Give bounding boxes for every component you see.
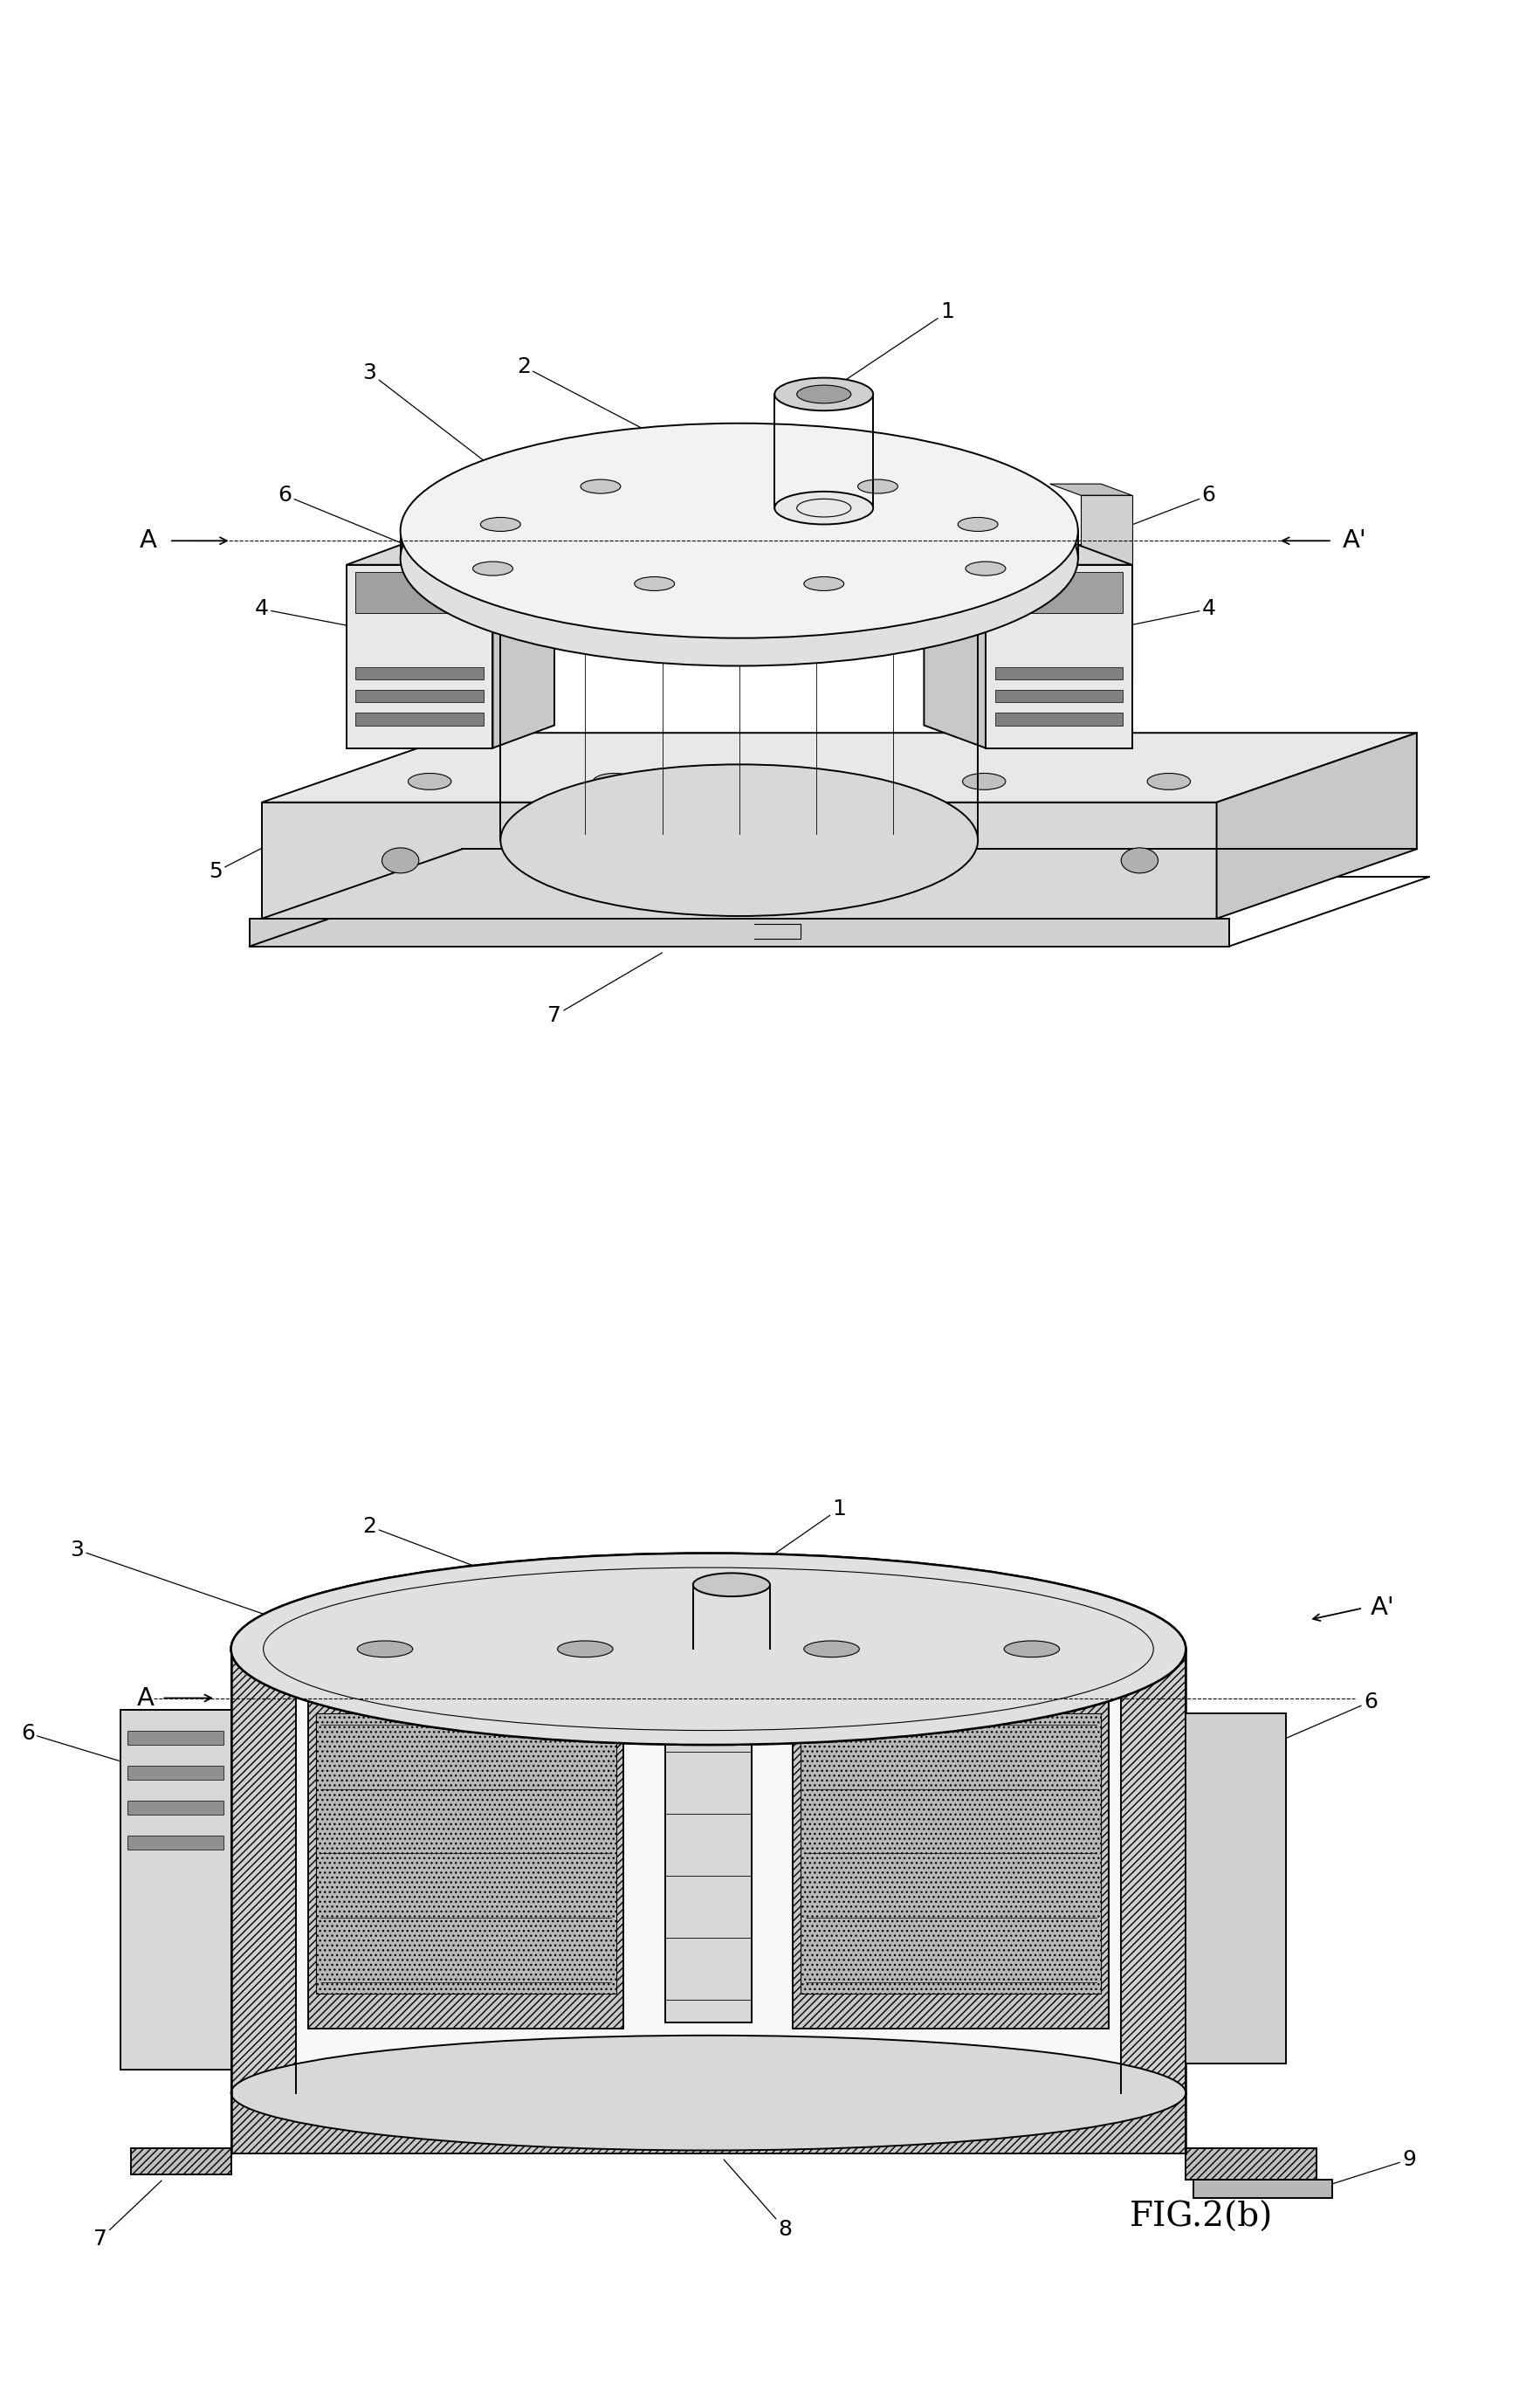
- Polygon shape: [665, 1671, 752, 2022]
- Ellipse shape: [581, 479, 621, 493]
- Ellipse shape: [804, 577, 844, 591]
- Text: A: A: [140, 529, 157, 553]
- Text: 3: 3: [363, 362, 493, 467]
- Polygon shape: [128, 1767, 223, 1781]
- Text: 6: 6: [20, 1724, 143, 1769]
- Polygon shape: [262, 732, 1417, 803]
- Polygon shape: [1186, 2148, 1317, 2179]
- Ellipse shape: [501, 482, 978, 634]
- Text: 2: 2: [516, 355, 693, 455]
- Text: 4: 4: [254, 598, 393, 634]
- Polygon shape: [356, 689, 484, 703]
- Polygon shape: [347, 565, 493, 749]
- Text: A': A': [1371, 1595, 1395, 1621]
- Ellipse shape: [906, 849, 942, 873]
- Text: FIG.2(b): FIG.2(b): [1129, 2203, 1274, 2234]
- Polygon shape: [995, 689, 1123, 703]
- Polygon shape: [296, 1650, 1121, 2093]
- Text: 9: 9: [1324, 2148, 1415, 2186]
- Polygon shape: [356, 713, 484, 725]
- Polygon shape: [924, 541, 986, 749]
- Ellipse shape: [693, 1573, 770, 1597]
- Text: 6: 6: [1263, 1690, 1378, 1747]
- Ellipse shape: [775, 491, 873, 524]
- Ellipse shape: [557, 1640, 613, 1657]
- Polygon shape: [128, 1731, 223, 1745]
- Text: A: A: [137, 1685, 154, 1709]
- Text: 8: 8: [724, 2160, 793, 2241]
- Polygon shape: [1081, 496, 1132, 679]
- Ellipse shape: [408, 772, 451, 789]
- Ellipse shape: [400, 424, 1078, 639]
- Polygon shape: [493, 541, 554, 749]
- Polygon shape: [1194, 2179, 1332, 2198]
- Polygon shape: [308, 1666, 624, 2029]
- Ellipse shape: [231, 1554, 1186, 1745]
- Ellipse shape: [962, 772, 1006, 789]
- Text: 2: 2: [362, 1516, 524, 1585]
- Ellipse shape: [796, 386, 852, 403]
- Text: 6: 6: [277, 484, 500, 584]
- Polygon shape: [924, 541, 1132, 565]
- Polygon shape: [128, 1836, 223, 1850]
- Polygon shape: [356, 572, 484, 613]
- Ellipse shape: [775, 377, 873, 410]
- Ellipse shape: [858, 479, 898, 493]
- Text: 4: 4: [1086, 598, 1217, 634]
- Polygon shape: [316, 1714, 616, 1993]
- Polygon shape: [231, 1650, 296, 2093]
- Ellipse shape: [958, 517, 998, 532]
- Polygon shape: [347, 541, 554, 565]
- Polygon shape: [1186, 1714, 1286, 2065]
- Ellipse shape: [804, 1640, 859, 1657]
- Text: 5: 5: [1170, 808, 1300, 882]
- Polygon shape: [1050, 484, 1132, 496]
- Ellipse shape: [400, 451, 1078, 665]
- Text: A': A': [1343, 529, 1368, 553]
- Polygon shape: [356, 668, 484, 679]
- Ellipse shape: [231, 1554, 1186, 1745]
- Ellipse shape: [357, 1640, 413, 1657]
- Ellipse shape: [634, 577, 675, 591]
- Text: 7: 7: [94, 2181, 162, 2250]
- Polygon shape: [995, 572, 1123, 613]
- Text: 6: 6: [978, 484, 1217, 584]
- Ellipse shape: [1004, 1640, 1060, 1657]
- Polygon shape: [801, 1714, 1101, 1993]
- Polygon shape: [493, 496, 537, 679]
- Ellipse shape: [501, 765, 978, 915]
- Polygon shape: [128, 1800, 223, 1814]
- Polygon shape: [995, 668, 1123, 679]
- Polygon shape: [995, 713, 1123, 725]
- Ellipse shape: [1121, 849, 1158, 873]
- Text: 6: 6: [816, 796, 1024, 882]
- Polygon shape: [1217, 732, 1417, 918]
- Polygon shape: [249, 918, 1229, 946]
- Ellipse shape: [231, 2036, 1186, 2150]
- Polygon shape: [262, 803, 1217, 918]
- Text: FIG.2(a): FIG.2(a): [1192, 825, 1334, 856]
- Ellipse shape: [1147, 772, 1190, 789]
- Text: 7: 7: [548, 954, 662, 1028]
- Polygon shape: [793, 1666, 1109, 2029]
- Ellipse shape: [966, 563, 1006, 575]
- Ellipse shape: [644, 849, 681, 873]
- Ellipse shape: [480, 517, 521, 532]
- Polygon shape: [231, 2093, 1186, 2153]
- Polygon shape: [131, 2148, 231, 2174]
- Text: 1: 1: [747, 1497, 845, 1573]
- Text: 1: 1: [839, 303, 953, 384]
- Ellipse shape: [473, 563, 513, 575]
- Polygon shape: [120, 1709, 231, 2069]
- Polygon shape: [493, 484, 568, 496]
- Polygon shape: [986, 565, 1132, 749]
- Polygon shape: [1121, 1650, 1186, 2093]
- Text: 5: 5: [209, 808, 339, 882]
- Ellipse shape: [382, 849, 419, 873]
- Ellipse shape: [593, 772, 636, 789]
- Text: 3: 3: [71, 1540, 263, 1614]
